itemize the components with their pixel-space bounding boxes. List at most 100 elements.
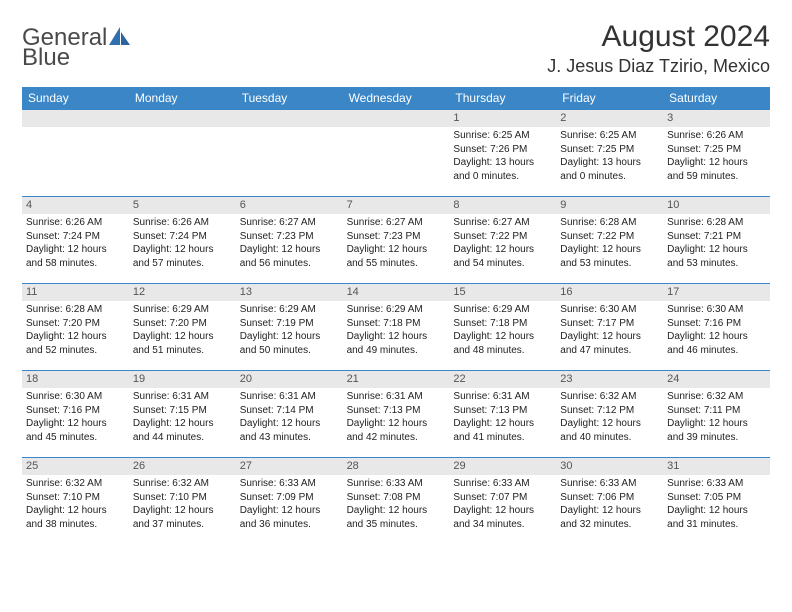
sunrise-text: Sunrise: 6:33 AM (347, 477, 446, 491)
day-details: Sunrise: 6:26 AMSunset: 7:25 PMDaylight:… (663, 127, 770, 187)
daylight-text: Daylight: 12 hours and 37 minutes. (133, 504, 232, 531)
day-cell: 23Sunrise: 6:32 AMSunset: 7:12 PMDayligh… (556, 371, 663, 457)
weekday-header: Tuesday (236, 87, 343, 109)
sunrise-text: Sunrise: 6:33 AM (453, 477, 552, 491)
day-number: 9 (556, 197, 663, 214)
title-block: August 2024 J. Jesus Diaz Tzirio, Mexico (547, 20, 770, 77)
day-cell: 18Sunrise: 6:30 AMSunset: 7:16 PMDayligh… (22, 371, 129, 457)
sunset-text: Sunset: 7:11 PM (667, 404, 766, 418)
daylight-text: Daylight: 12 hours and 41 minutes. (453, 417, 552, 444)
sunrise-text: Sunrise: 6:26 AM (133, 216, 232, 230)
sunrise-text: Sunrise: 6:25 AM (453, 129, 552, 143)
sunset-text: Sunset: 7:23 PM (240, 230, 339, 244)
sunrise-text: Sunrise: 6:25 AM (560, 129, 659, 143)
day-cell (22, 110, 129, 196)
sunset-text: Sunset: 7:14 PM (240, 404, 339, 418)
day-cell: 28Sunrise: 6:33 AMSunset: 7:08 PMDayligh… (343, 458, 450, 544)
day-cell: 15Sunrise: 6:29 AMSunset: 7:18 PMDayligh… (449, 284, 556, 370)
day-details: Sunrise: 6:26 AMSunset: 7:24 PMDaylight:… (129, 214, 236, 274)
day-details: Sunrise: 6:32 AMSunset: 7:12 PMDaylight:… (556, 388, 663, 448)
day-cell: 8Sunrise: 6:27 AMSunset: 7:22 PMDaylight… (449, 197, 556, 283)
day-details: Sunrise: 6:30 AMSunset: 7:17 PMDaylight:… (556, 301, 663, 361)
location-label: J. Jesus Diaz Tzirio, Mexico (547, 56, 770, 77)
sunset-text: Sunset: 7:21 PM (667, 230, 766, 244)
sunrise-text: Sunrise: 6:28 AM (667, 216, 766, 230)
day-cell: 27Sunrise: 6:33 AMSunset: 7:09 PMDayligh… (236, 458, 343, 544)
day-cell: 24Sunrise: 6:32 AMSunset: 7:11 PMDayligh… (663, 371, 770, 457)
daylight-text: Daylight: 12 hours and 56 minutes. (240, 243, 339, 270)
daylight-text: Daylight: 12 hours and 34 minutes. (453, 504, 552, 531)
day-details: Sunrise: 6:32 AMSunset: 7:10 PMDaylight:… (129, 475, 236, 535)
day-details (129, 127, 236, 133)
day-details: Sunrise: 6:27 AMSunset: 7:22 PMDaylight:… (449, 214, 556, 274)
calendar-grid: Sunday Monday Tuesday Wednesday Thursday… (22, 87, 770, 544)
day-number: 15 (449, 284, 556, 301)
day-details (22, 127, 129, 133)
day-details: Sunrise: 6:32 AMSunset: 7:10 PMDaylight:… (22, 475, 129, 535)
daylight-text: Daylight: 12 hours and 31 minutes. (667, 504, 766, 531)
day-details: Sunrise: 6:28 AMSunset: 7:20 PMDaylight:… (22, 301, 129, 361)
sunrise-text: Sunrise: 6:26 AM (26, 216, 125, 230)
day-details: Sunrise: 6:28 AMSunset: 7:21 PMDaylight:… (663, 214, 770, 274)
day-cell: 22Sunrise: 6:31 AMSunset: 7:13 PMDayligh… (449, 371, 556, 457)
sunrise-text: Sunrise: 6:33 AM (240, 477, 339, 491)
weekday-header-row: Sunday Monday Tuesday Wednesday Thursday… (22, 87, 770, 109)
day-details: Sunrise: 6:30 AMSunset: 7:16 PMDaylight:… (663, 301, 770, 361)
day-details: Sunrise: 6:27 AMSunset: 7:23 PMDaylight:… (343, 214, 450, 274)
day-details: Sunrise: 6:33 AMSunset: 7:07 PMDaylight:… (449, 475, 556, 535)
day-number (129, 110, 236, 127)
day-number: 26 (129, 458, 236, 475)
day-details: Sunrise: 6:31 AMSunset: 7:15 PMDaylight:… (129, 388, 236, 448)
sunset-text: Sunset: 7:22 PM (453, 230, 552, 244)
sunset-text: Sunset: 7:25 PM (667, 143, 766, 157)
daylight-text: Daylight: 12 hours and 54 minutes. (453, 243, 552, 270)
sunset-text: Sunset: 7:23 PM (347, 230, 446, 244)
daylight-text: Daylight: 12 hours and 39 minutes. (667, 417, 766, 444)
sunrise-text: Sunrise: 6:30 AM (667, 303, 766, 317)
daylight-text: Daylight: 13 hours and 0 minutes. (560, 156, 659, 183)
sunrise-text: Sunrise: 6:31 AM (347, 390, 446, 404)
day-number: 24 (663, 371, 770, 388)
day-cell: 31Sunrise: 6:33 AMSunset: 7:05 PMDayligh… (663, 458, 770, 544)
sunrise-text: Sunrise: 6:29 AM (347, 303, 446, 317)
daylight-text: Daylight: 12 hours and 50 minutes. (240, 330, 339, 357)
day-cell: 11Sunrise: 6:28 AMSunset: 7:20 PMDayligh… (22, 284, 129, 370)
sunrise-text: Sunrise: 6:33 AM (560, 477, 659, 491)
day-cell: 16Sunrise: 6:30 AMSunset: 7:17 PMDayligh… (556, 284, 663, 370)
sunrise-text: Sunrise: 6:31 AM (453, 390, 552, 404)
day-details: Sunrise: 6:30 AMSunset: 7:16 PMDaylight:… (22, 388, 129, 448)
calendar-page: General Blue August 2024 J. Jesus Diaz T… (0, 0, 792, 554)
daylight-text: Daylight: 12 hours and 47 minutes. (560, 330, 659, 357)
weekday-header: Saturday (663, 87, 770, 109)
week-row: 18Sunrise: 6:30 AMSunset: 7:16 PMDayligh… (22, 370, 770, 457)
daylight-text: Daylight: 12 hours and 42 minutes. (347, 417, 446, 444)
daylight-text: Daylight: 12 hours and 32 minutes. (560, 504, 659, 531)
week-row: 4Sunrise: 6:26 AMSunset: 7:24 PMDaylight… (22, 196, 770, 283)
sunset-text: Sunset: 7:18 PM (453, 317, 552, 331)
day-cell (343, 110, 450, 196)
day-details: Sunrise: 6:27 AMSunset: 7:23 PMDaylight:… (236, 214, 343, 274)
sunset-text: Sunset: 7:26 PM (453, 143, 552, 157)
day-cell: 4Sunrise: 6:26 AMSunset: 7:24 PMDaylight… (22, 197, 129, 283)
sunset-text: Sunset: 7:06 PM (560, 491, 659, 505)
daylight-text: Daylight: 12 hours and 51 minutes. (133, 330, 232, 357)
sunset-text: Sunset: 7:24 PM (133, 230, 232, 244)
sunrise-text: Sunrise: 6:29 AM (240, 303, 339, 317)
daylight-text: Daylight: 12 hours and 49 minutes. (347, 330, 446, 357)
sunrise-text: Sunrise: 6:32 AM (26, 477, 125, 491)
sunset-text: Sunset: 7:10 PM (26, 491, 125, 505)
weekday-header: Monday (129, 87, 236, 109)
day-number: 5 (129, 197, 236, 214)
daylight-text: Daylight: 12 hours and 44 minutes. (133, 417, 232, 444)
day-cell: 13Sunrise: 6:29 AMSunset: 7:19 PMDayligh… (236, 284, 343, 370)
day-number: 1 (449, 110, 556, 127)
day-number: 3 (663, 110, 770, 127)
sunrise-text: Sunrise: 6:32 AM (560, 390, 659, 404)
day-number: 16 (556, 284, 663, 301)
day-cell: 20Sunrise: 6:31 AMSunset: 7:14 PMDayligh… (236, 371, 343, 457)
day-details: Sunrise: 6:29 AMSunset: 7:19 PMDaylight:… (236, 301, 343, 361)
day-number: 20 (236, 371, 343, 388)
weeks-container: 1Sunrise: 6:25 AMSunset: 7:26 PMDaylight… (22, 109, 770, 544)
weekday-header: Sunday (22, 87, 129, 109)
daylight-text: Daylight: 12 hours and 53 minutes. (560, 243, 659, 270)
